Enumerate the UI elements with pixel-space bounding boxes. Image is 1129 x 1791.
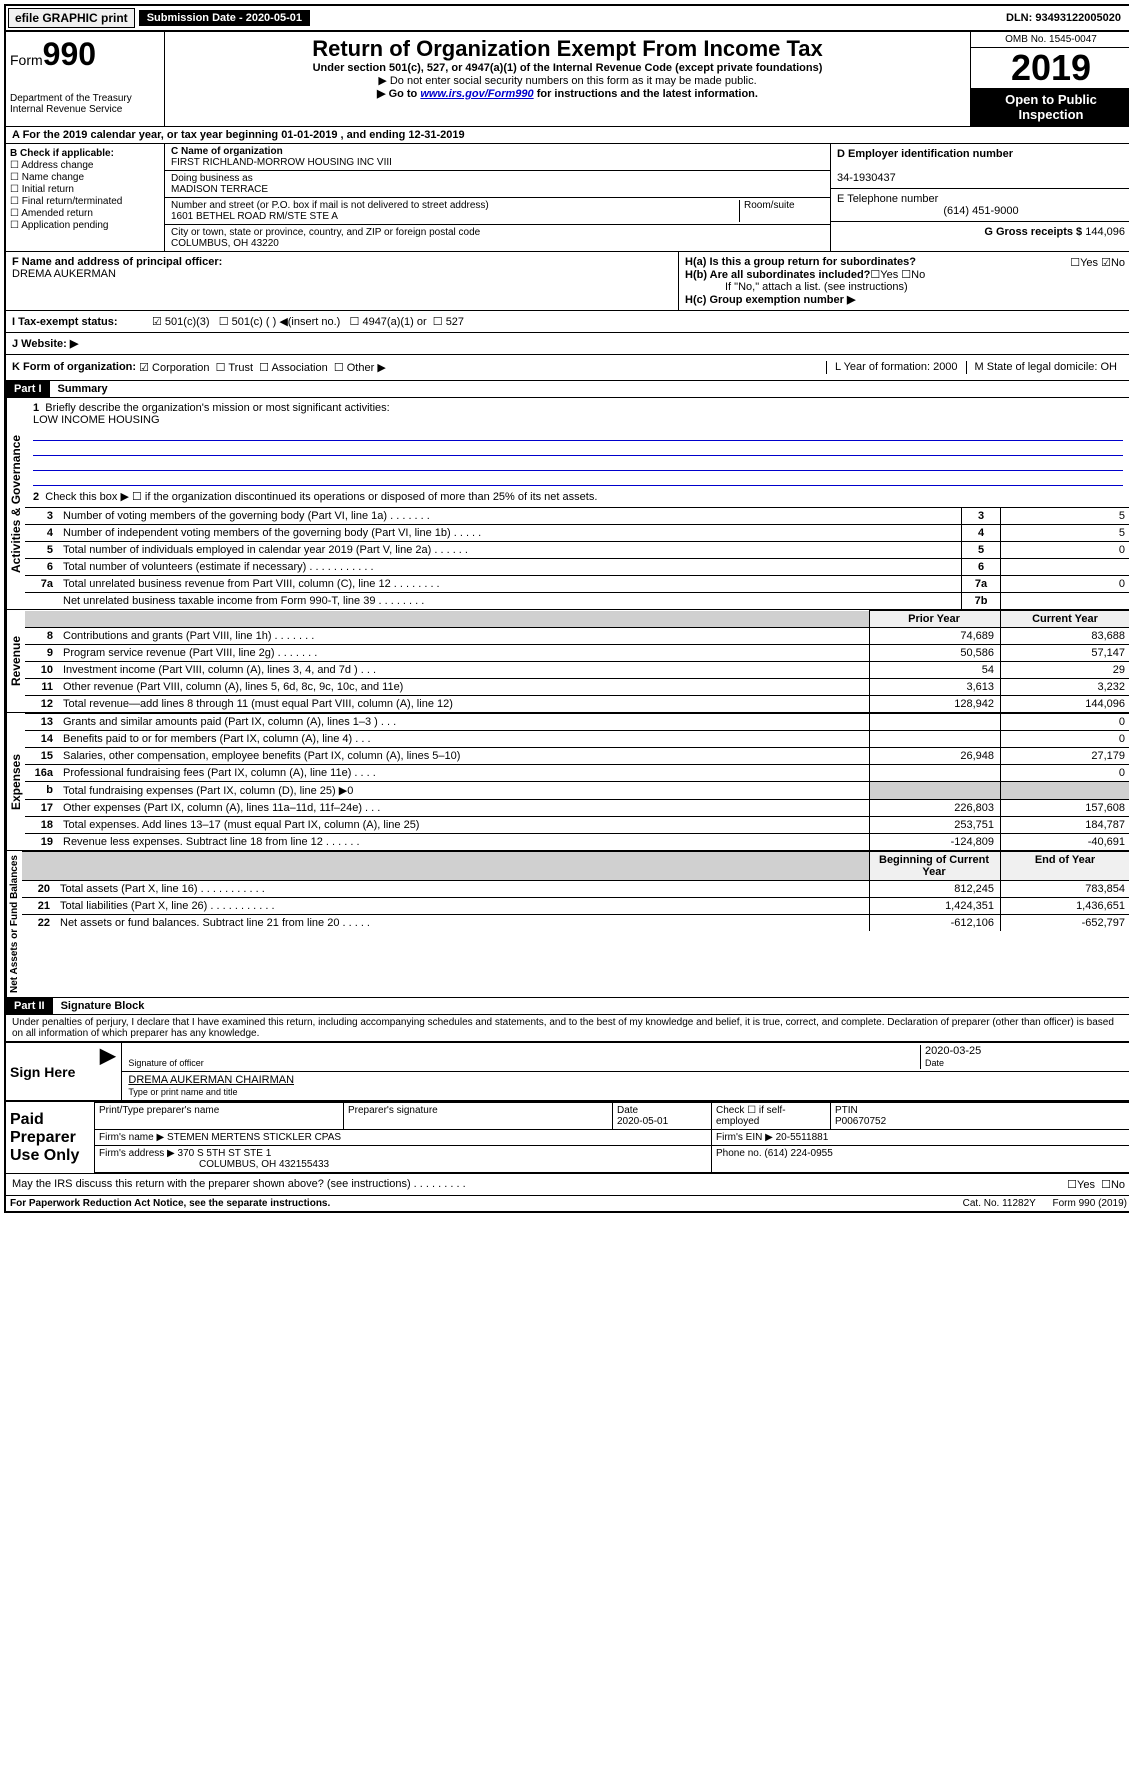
col-c-name-address: C Name of organization FIRST RICHLAND-MO… xyxy=(165,144,830,251)
col-b-title: B Check if applicable: xyxy=(10,148,160,159)
tax-year: 2019 xyxy=(971,48,1129,88)
vert-revenue: Revenue xyxy=(6,610,25,712)
state-domicile: M State of legal domicile: OH xyxy=(966,361,1125,374)
section-revenue: Revenue Prior YearCurrent Year8Contribut… xyxy=(6,609,1129,712)
efile-label: efile GRAPHIC print xyxy=(8,8,135,28)
ptin: P00670752 xyxy=(835,1116,886,1127)
governance-table: 3Number of voting members of the governi… xyxy=(25,507,1129,609)
row-a-tax-year: A For the 2019 calendar year, or tax yea… xyxy=(6,126,1129,143)
omb-number: OMB No. 1545-0047 xyxy=(971,32,1129,48)
cb-name[interactable]: ☐ Name change xyxy=(10,172,160,183)
cb-initial[interactable]: ☐ Initial return xyxy=(10,184,160,195)
cb-pending[interactable]: ☐ Application pending xyxy=(10,220,160,231)
netassets-table: Beginning of Current YearEnd of Year20To… xyxy=(22,851,1129,931)
dept-treasury: Department of the Treasury Internal Reve… xyxy=(10,93,160,115)
cb-address[interactable]: ☐ Address change xyxy=(10,160,160,171)
telephone: (614) 451-9000 xyxy=(837,205,1125,217)
row-f-h: F Name and address of principal officer:… xyxy=(6,251,1129,310)
row-i-tax-status: I Tax-exempt status: ☑ 501(c)(3) ☐ 501(c… xyxy=(6,310,1129,332)
top-bar: efile GRAPHIC print Submission Date - 20… xyxy=(4,4,1129,32)
form-body: Form990 Department of the Treasury Inter… xyxy=(4,32,1129,1213)
gross-receipts: 144,096 xyxy=(1085,226,1125,238)
discuss-row: May the IRS discuss this return with the… xyxy=(6,1173,1129,1195)
vert-expenses: Expenses xyxy=(6,713,25,850)
section-expenses: Expenses 13Grants and similar amounts pa… xyxy=(6,712,1129,850)
prep-date: 2020-05-01 xyxy=(617,1116,668,1127)
paid-preparer-label: Paid Preparer Use Only xyxy=(6,1102,94,1173)
submission-date: Submission Date - 2020-05-01 xyxy=(139,10,310,26)
form-header: Form990 Department of the Treasury Inter… xyxy=(6,32,1129,126)
perjury-statement: Under penalties of perjury, I declare th… xyxy=(6,1014,1129,1041)
section-governance: Activities & Governance 1 Briefly descri… xyxy=(6,397,1129,609)
form-footer: For Paperwork Reduction Act Notice, see … xyxy=(6,1195,1129,1211)
form-number: Form990 xyxy=(10,36,160,73)
open-public-badge: Open to Public Inspection xyxy=(971,88,1129,126)
part-1-header: Part I Summary xyxy=(6,380,1129,397)
row-k-org-form: K Form of organization: ☑ Corporation ☐ … xyxy=(6,354,1129,380)
col-b-checkboxes: B Check if applicable: ☐ Address change … xyxy=(6,144,165,251)
cb-final[interactable]: ☐ Final return/terminated xyxy=(10,196,160,207)
entity-block: B Check if applicable: ☐ Address change … xyxy=(6,143,1129,251)
header-middle: Return of Organization Exempt From Incom… xyxy=(165,32,970,126)
row-j-website: J Website: ▶ xyxy=(6,332,1129,354)
section-netassets: Net Assets or Fund Balances Beginning of… xyxy=(6,850,1129,997)
firm-address: 370 S 5TH ST STE 1 xyxy=(178,1148,272,1159)
dln: DLN: 93493122005020 xyxy=(1006,12,1129,24)
form-title: Return of Organization Exempt From Incom… xyxy=(169,36,966,62)
vert-netassets: Net Assets or Fund Balances xyxy=(6,851,22,997)
expenses-table: 13Grants and similar amounts paid (Part … xyxy=(25,713,1129,850)
vert-governance: Activities & Governance xyxy=(6,398,25,609)
revenue-table: Prior YearCurrent Year8Contributions and… xyxy=(25,610,1129,712)
firm-ein: 20-5511881 xyxy=(776,1132,829,1143)
street-address: 1601 BETHEL ROAD RM/STE STE A xyxy=(171,211,338,222)
part-2-header: Part II Signature Block xyxy=(6,997,1129,1014)
sign-here-block: Sign Here ▶ Signature of officer 2020-03… xyxy=(6,1041,1129,1100)
col-d-e-g: D Employer identification number 34-1930… xyxy=(830,144,1129,251)
arrow-icon: ▶ xyxy=(94,1043,121,1100)
group-return: H(a) Is this a group return for subordin… xyxy=(678,252,1129,310)
ein: 34-1930437 xyxy=(837,172,896,184)
org-name: FIRST RICHLAND-MORROW HOUSING INC VIII xyxy=(171,157,392,168)
cb-amended[interactable]: ☐ Amended return xyxy=(10,208,160,219)
irs-link[interactable]: www.irs.gov/Form990 xyxy=(420,88,533,100)
form-subtitle-1: Under section 501(c), 527, or 4947(a)(1)… xyxy=(169,62,966,74)
officer-name: DREMA AUKERMAN xyxy=(12,268,116,280)
sig-date: 2020-03-25 xyxy=(925,1045,981,1057)
form-subtitle-3: ▶ Go to www.irs.gov/Form990 for instruct… xyxy=(169,87,966,100)
officer-print-name: DREMA AUKERMAN CHAIRMAN xyxy=(128,1074,294,1086)
paid-preparer-block: Paid Preparer Use Only Print/Type prepar… xyxy=(6,1100,1129,1173)
year-formation: L Year of formation: 2000 xyxy=(826,361,966,374)
header-left: Form990 Department of the Treasury Inter… xyxy=(6,32,165,126)
principal-officer: F Name and address of principal officer:… xyxy=(6,252,678,310)
sign-here-label: Sign Here xyxy=(6,1043,94,1100)
firm-city: COLUMBUS, OH 432155433 xyxy=(99,1159,329,1170)
header-right: OMB No. 1545-0047 2019 Open to Public In… xyxy=(970,32,1129,126)
firm-name: STEMEN MERTENS STICKLER CPAS xyxy=(167,1132,341,1143)
firm-phone: (614) 224-0955 xyxy=(764,1148,832,1159)
city-state-zip: COLUMBUS, OH 43220 xyxy=(171,238,279,249)
form-subtitle-2: ▶ Do not enter social security numbers o… xyxy=(169,74,966,87)
dba-name: MADISON TERRACE xyxy=(171,184,268,195)
mission-text: LOW INCOME HOUSING xyxy=(33,414,160,426)
